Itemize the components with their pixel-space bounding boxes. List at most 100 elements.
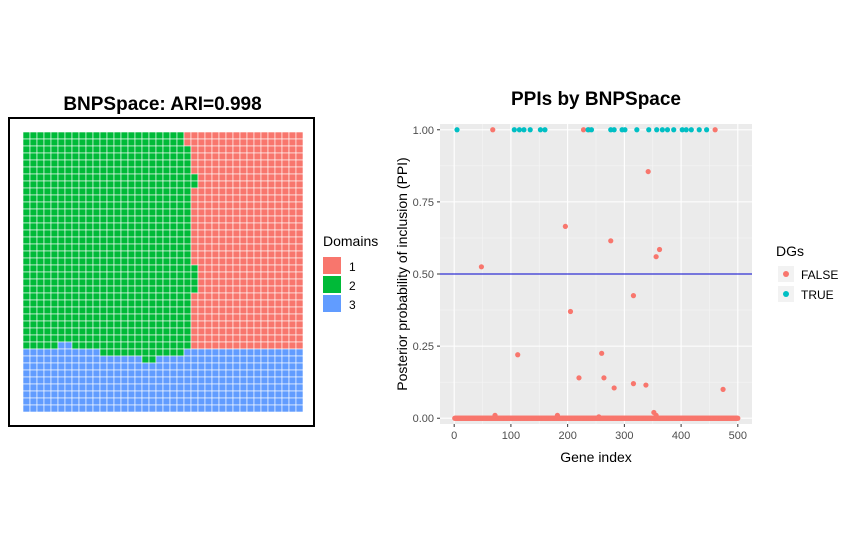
heatmap-cell <box>204 201 213 210</box>
heatmap-cell <box>92 285 101 294</box>
heatmap-cell <box>57 222 66 231</box>
heatmap-cell <box>127 215 136 224</box>
heatmap-cell <box>50 348 59 357</box>
heatmap-cell <box>204 215 213 224</box>
heatmap-cell <box>260 180 269 189</box>
gene-point-baseline <box>566 415 572 421</box>
heatmap-cell <box>183 243 192 252</box>
heatmap-cell <box>148 264 157 273</box>
heatmap-cell <box>183 131 192 140</box>
heatmap-cell <box>155 362 164 371</box>
gene-point-baseline <box>504 415 510 421</box>
heatmap-cell <box>246 341 255 350</box>
heatmap-cell <box>106 271 115 280</box>
heatmap-cell <box>43 131 52 140</box>
gene-point-baseline <box>589 415 596 421</box>
heatmap-cell <box>127 166 136 175</box>
gene-point-baseline <box>718 415 724 421</box>
heatmap-cell <box>183 187 192 196</box>
heatmap-cell <box>218 159 227 168</box>
heatmap-cell <box>127 201 136 210</box>
heatmap-cell <box>36 145 45 154</box>
heatmap-cell <box>29 243 38 252</box>
heatmap-cell <box>211 257 220 266</box>
heatmap-cell <box>197 173 206 182</box>
heatmap-cell <box>127 187 136 196</box>
heatmap-cell <box>246 355 255 364</box>
heatmap-cell <box>162 250 171 259</box>
gene-point-baseline <box>579 415 585 421</box>
gene-point-baseline <box>624 415 630 421</box>
heatmap-cell <box>281 180 290 189</box>
y-tick-label: 1.00 <box>413 125 434 137</box>
gene-point-baseline <box>671 415 677 421</box>
heatmap-cell <box>169 348 178 357</box>
heatmap-cell <box>71 376 80 385</box>
heatmap-cell <box>232 341 241 350</box>
heatmap-cell <box>239 334 248 343</box>
heatmap-cell <box>106 145 115 154</box>
heatmap-cell <box>22 166 31 175</box>
heatmap-cell <box>162 376 171 385</box>
heatmap-cell <box>239 306 248 315</box>
heatmap-cell <box>218 180 227 189</box>
heatmap-cell <box>148 341 157 350</box>
heatmap-cell <box>183 355 192 364</box>
heatmap-cell <box>288 173 297 182</box>
heatmap-cell <box>197 362 206 371</box>
heatmap-cell <box>99 201 108 210</box>
heatmap-cell <box>57 215 66 224</box>
heatmap-cell <box>78 215 87 224</box>
gene-point-baseline <box>596 415 603 421</box>
gene-point-baseline <box>613 415 620 421</box>
gene-point-baseline <box>726 415 732 421</box>
gene-point-baseline <box>567 415 573 421</box>
heatmap-cell <box>288 369 297 378</box>
heatmap-cell <box>232 285 241 294</box>
heatmap-cell <box>295 229 304 238</box>
heatmap-cell <box>225 271 234 280</box>
heatmap-cell <box>260 348 269 357</box>
heatmap-cell <box>120 292 129 301</box>
heatmap-cell <box>169 362 178 371</box>
gene-point-baseline <box>485 415 491 421</box>
heatmap-cell <box>120 320 129 329</box>
heatmap-cell <box>85 229 94 238</box>
gene-point-baseline <box>722 415 728 421</box>
heatmap-cell <box>246 145 255 154</box>
heatmap-cell <box>64 194 73 203</box>
heatmap-cell <box>190 152 199 161</box>
heatmap-cell <box>134 313 143 322</box>
legend-swatch-3 <box>323 295 341 312</box>
heatmap-cell <box>43 271 52 280</box>
heatmap-cell <box>64 208 73 217</box>
heatmap-cell <box>162 180 171 189</box>
heatmap-cell <box>232 138 241 147</box>
heatmap-cell <box>29 362 38 371</box>
heatmap-cell <box>169 355 178 364</box>
heatmap-cell <box>267 285 276 294</box>
heatmap-cell <box>162 131 171 140</box>
heatmap-cell <box>267 215 276 224</box>
heatmap-cell <box>106 194 115 203</box>
gene-point-baseline <box>654 415 660 421</box>
heatmap-cell <box>232 166 241 175</box>
gene-point-baseline <box>501 415 507 421</box>
heatmap-cell <box>127 369 136 378</box>
heatmap-cell <box>155 250 164 259</box>
gene-point-baseline <box>531 415 537 421</box>
heatmap-cell <box>134 355 143 364</box>
heatmap-cell <box>267 264 276 273</box>
gene-point-baseline <box>633 415 639 421</box>
heatmap-cell <box>50 250 59 259</box>
gene-point-baseline <box>697 415 703 421</box>
heatmap-cell <box>120 180 129 189</box>
heatmap-cell <box>57 278 66 287</box>
heatmap-cell <box>218 236 227 245</box>
heatmap-cell <box>225 250 234 259</box>
heatmap-cell <box>204 327 213 336</box>
heatmap-cell <box>141 278 150 287</box>
gene-point-baseline <box>595 415 601 421</box>
heatmap-cell <box>155 334 164 343</box>
heatmap-cell <box>71 250 80 259</box>
